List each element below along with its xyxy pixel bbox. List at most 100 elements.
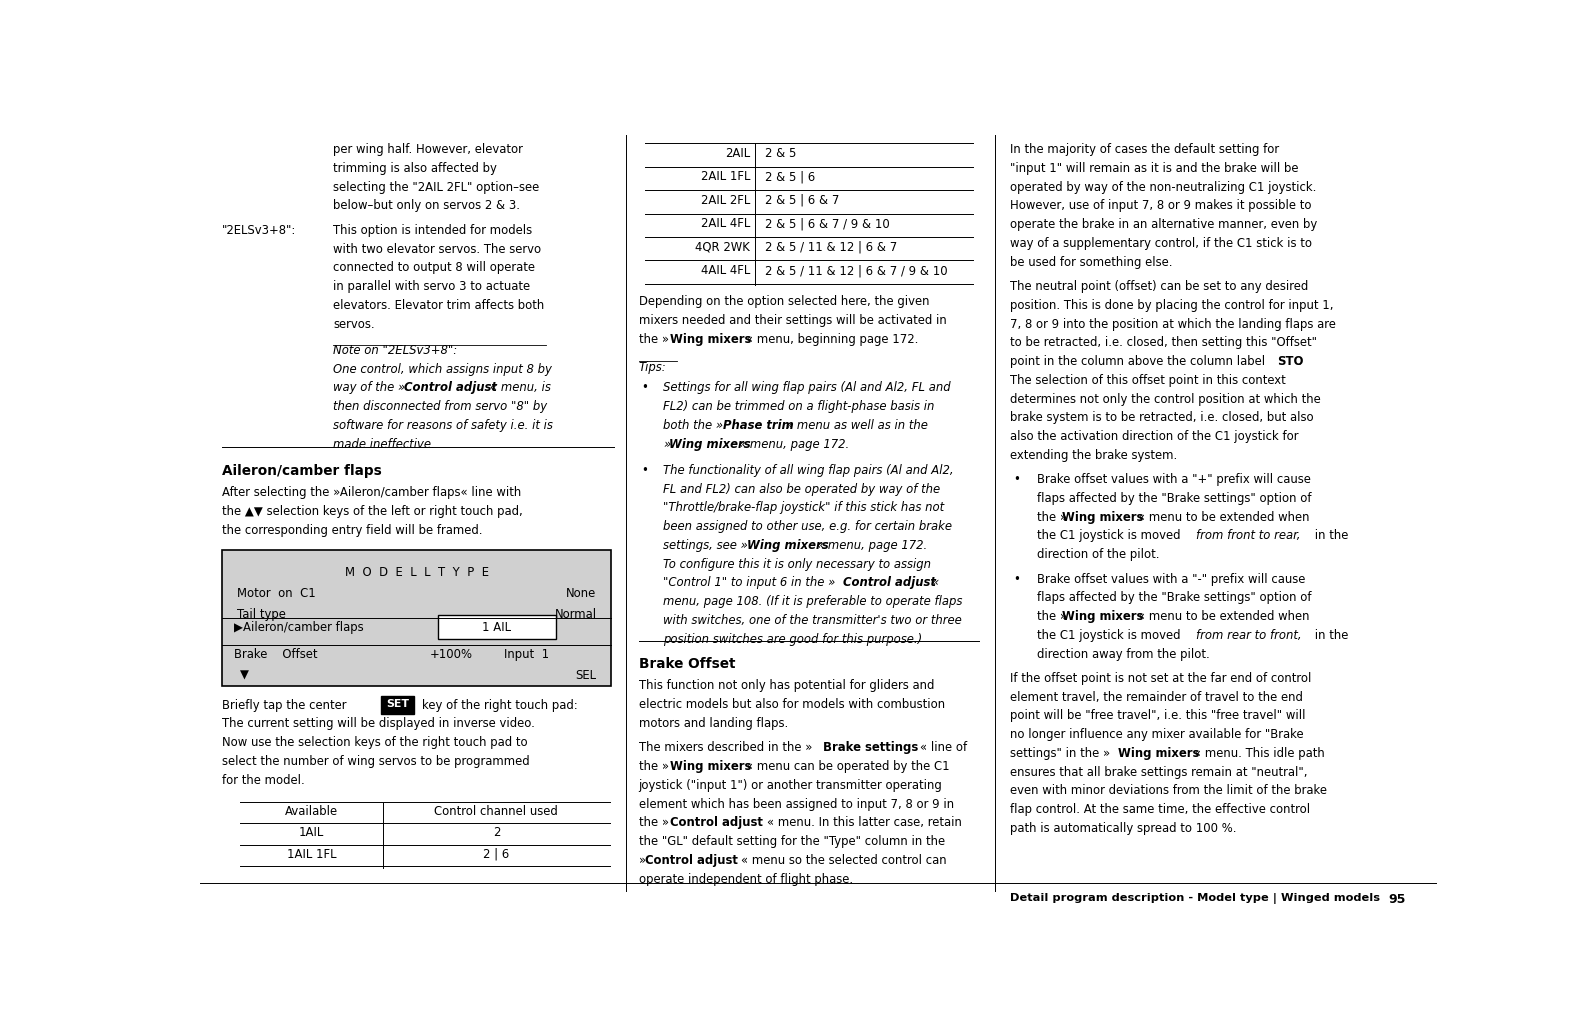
Text: in parallel with servo 3 to actuate: in parallel with servo 3 to actuate xyxy=(334,280,530,294)
Text: However, use of input 7, 8 or 9 makes it possible to: However, use of input 7, 8 or 9 makes it… xyxy=(1010,199,1312,213)
Text: element which has been assigned to input 7, 8 or 9 in: element which has been assigned to input… xyxy=(638,798,954,810)
Text: Control adjust: Control adjust xyxy=(843,576,937,589)
Text: Control adjust: Control adjust xyxy=(404,382,496,394)
Text: from front to rear,: from front to rear, xyxy=(1195,530,1301,542)
Text: The mixers described in the »: The mixers described in the » xyxy=(638,742,812,754)
Text: Wing mixers: Wing mixers xyxy=(670,760,752,773)
Text: Tail type: Tail type xyxy=(236,608,286,621)
Text: the corresponding entry field will be framed.: the corresponding entry field will be fr… xyxy=(222,524,482,537)
Text: the »: the » xyxy=(638,760,669,773)
Text: 1AIL: 1AIL xyxy=(298,827,324,839)
Bar xyxy=(439,615,555,639)
Text: « menu can be operated by the C1: « menu can be operated by the C1 xyxy=(745,760,950,773)
Text: 1AIL 1FL: 1AIL 1FL xyxy=(287,848,337,860)
Text: The functionality of all wing flap pairs (Al and Al2,: The functionality of all wing flap pairs… xyxy=(664,463,954,477)
Text: trimming is also affected by: trimming is also affected by xyxy=(334,162,496,175)
Text: The selection of this offset point in this context: The selection of this offset point in th… xyxy=(1010,373,1285,387)
Text: menu, page 108. (If it is preferable to operate flaps: menu, page 108. (If it is preferable to … xyxy=(664,595,962,608)
Text: 2 & 5 / 11 & 12 | 6 & 7 / 9 & 10: 2 & 5 / 11 & 12 | 6 & 7 / 9 & 10 xyxy=(764,264,948,277)
Text: "2ELSv3+8":: "2ELSv3+8": xyxy=(222,224,297,237)
Text: •: • xyxy=(1013,474,1020,486)
Text: +100%: +100% xyxy=(429,649,472,661)
Text: « menu as well as in the: « menu as well as in the xyxy=(787,418,929,432)
Text: 2: 2 xyxy=(493,827,500,839)
Text: selecting the "2AIL 2FL" option–see: selecting the "2AIL 2FL" option–see xyxy=(334,181,539,193)
Text: 95: 95 xyxy=(1389,893,1406,906)
Text: position. This is done by placing the control for input 1,: position. This is done by placing the co… xyxy=(1010,299,1333,312)
Text: Available: Available xyxy=(284,805,338,817)
Text: per wing half. However, elevator: per wing half. However, elevator xyxy=(334,143,523,157)
Text: « menu, beginning page 172.: « menu, beginning page 172. xyxy=(745,332,919,346)
Text: motors and landing flaps.: motors and landing flaps. xyxy=(638,717,788,730)
Text: The neutral point (offset) can be set to any desired: The neutral point (offset) can be set to… xyxy=(1010,280,1307,294)
Text: After selecting the »Aileron/camber flaps« line with: After selecting the »Aileron/camber flap… xyxy=(222,486,520,499)
Text: FL and FL2) can also be operated by way of the: FL and FL2) can also be operated by way … xyxy=(664,483,940,495)
Text: direction of the pilot.: direction of the pilot. xyxy=(1037,548,1159,562)
Text: Depending on the option selected here, the given: Depending on the option selected here, t… xyxy=(638,295,929,308)
Text: Tips:: Tips: xyxy=(638,361,666,373)
Text: the »: the » xyxy=(638,332,669,346)
Text: Wing mixers: Wing mixers xyxy=(1063,610,1144,623)
Text: electric models but also for models with combustion: electric models but also for models with… xyxy=(638,698,945,711)
Text: .: . xyxy=(1298,355,1302,368)
Text: extending the brake system.: extending the brake system. xyxy=(1010,449,1176,461)
Text: the ▲▼ selection keys of the left or right touch pad,: the ▲▼ selection keys of the left or rig… xyxy=(222,505,522,518)
Text: 2 | 6: 2 | 6 xyxy=(484,848,509,860)
Text: Control adjust: Control adjust xyxy=(670,816,763,830)
Text: « menu. In this latter case, retain: « menu. In this latter case, retain xyxy=(766,816,962,830)
Text: Briefly tap the center: Briefly tap the center xyxy=(222,699,350,712)
Text: even with minor deviations from the limit of the brake: even with minor deviations from the limi… xyxy=(1010,785,1326,797)
Text: flaps affected by the "Brake settings" option of: flaps affected by the "Brake settings" o… xyxy=(1037,492,1312,505)
Text: be used for something else.: be used for something else. xyxy=(1010,256,1171,269)
Text: path is automatically spread to 100 %.: path is automatically spread to 100 %. xyxy=(1010,821,1237,835)
Text: way of the »: way of the » xyxy=(334,382,405,394)
Text: with switches, one of the transmitter's two or three: with switches, one of the transmitter's … xyxy=(664,614,962,627)
Text: 2 & 5: 2 & 5 xyxy=(764,147,796,160)
Text: in the: in the xyxy=(1310,629,1349,641)
Text: Wing mixers: Wing mixers xyxy=(1117,747,1199,760)
Text: •: • xyxy=(642,463,648,477)
Text: joystick ("input 1") or another transmitter operating: joystick ("input 1") or another transmit… xyxy=(638,779,942,792)
Text: »: » xyxy=(638,854,646,866)
Text: Brake offset values with a "+" prefix will cause: Brake offset values with a "+" prefix wi… xyxy=(1037,474,1310,486)
Text: software for reasons of safety i.e. it is: software for reasons of safety i.e. it i… xyxy=(334,418,552,432)
Text: Normal: Normal xyxy=(554,608,597,621)
Text: the C1 joystick is moved: the C1 joystick is moved xyxy=(1037,629,1184,641)
Text: The current setting will be displayed in inverse video.: The current setting will be displayed in… xyxy=(222,717,535,730)
Bar xyxy=(222,550,611,685)
Text: Note on "2ELSv3+8":: Note on "2ELSv3+8": xyxy=(334,344,456,357)
Text: 4AIL 4FL: 4AIL 4FL xyxy=(701,264,750,277)
Text: 2AIL 1FL: 2AIL 1FL xyxy=(701,171,750,183)
Text: One control, which assigns input 8 by: One control, which assigns input 8 by xyxy=(334,362,552,375)
Text: both the »: both the » xyxy=(664,418,723,432)
Text: settings, see »: settings, see » xyxy=(664,539,749,551)
Text: in the: in the xyxy=(1310,530,1349,542)
Text: then disconnected from servo "8" by: then disconnected from servo "8" by xyxy=(334,400,547,413)
Text: In the majority of cases the default setting for: In the majority of cases the default set… xyxy=(1010,143,1278,157)
Text: 2AIL 2FL: 2AIL 2FL xyxy=(701,194,750,207)
Text: None: None xyxy=(567,587,597,601)
Text: Now use the selection keys of the right touch pad to: Now use the selection keys of the right … xyxy=(222,737,527,749)
Text: « menu, page 172.: « menu, page 172. xyxy=(739,438,849,450)
Text: « menu so the selected control can: « menu so the selected control can xyxy=(741,854,946,866)
Text: also the activation direction of the C1 joystick for: also the activation direction of the C1 … xyxy=(1010,430,1298,443)
Text: no longer influence any mixer available for "Brake: no longer influence any mixer available … xyxy=(1010,728,1304,741)
Text: from rear to front,: from rear to front, xyxy=(1195,629,1302,641)
Text: Detail program description - Model type | Winged models: Detail program description - Model type … xyxy=(1010,893,1379,904)
Text: "Control 1" to input 6 in the »: "Control 1" to input 6 in the » xyxy=(664,576,836,589)
Text: ▼: ▼ xyxy=(241,669,249,681)
Text: 4QR 2WK: 4QR 2WK xyxy=(694,240,750,254)
Text: for the model.: for the model. xyxy=(222,773,305,787)
Text: with two elevator servos. The servo: with two elevator servos. The servo xyxy=(334,242,541,256)
Text: flap control. At the same time, the effective control: flap control. At the same time, the effe… xyxy=(1010,803,1310,816)
Text: operate independent of flight phase.: operate independent of flight phase. xyxy=(638,873,852,886)
Text: •: • xyxy=(642,382,648,394)
Text: operate the brake in an alternative manner, even by: operate the brake in an alternative mann… xyxy=(1010,218,1317,231)
Text: Aileron/camber flaps: Aileron/camber flaps xyxy=(222,463,381,478)
Text: the »: the » xyxy=(638,816,669,830)
Text: 2AIL: 2AIL xyxy=(725,147,750,160)
Text: 2 & 5 | 6 & 7 / 9 & 10: 2 & 5 | 6 & 7 / 9 & 10 xyxy=(764,217,889,230)
Text: •: • xyxy=(1013,573,1020,585)
Text: SEL: SEL xyxy=(576,669,597,681)
Text: Wing mixers: Wing mixers xyxy=(669,438,752,450)
